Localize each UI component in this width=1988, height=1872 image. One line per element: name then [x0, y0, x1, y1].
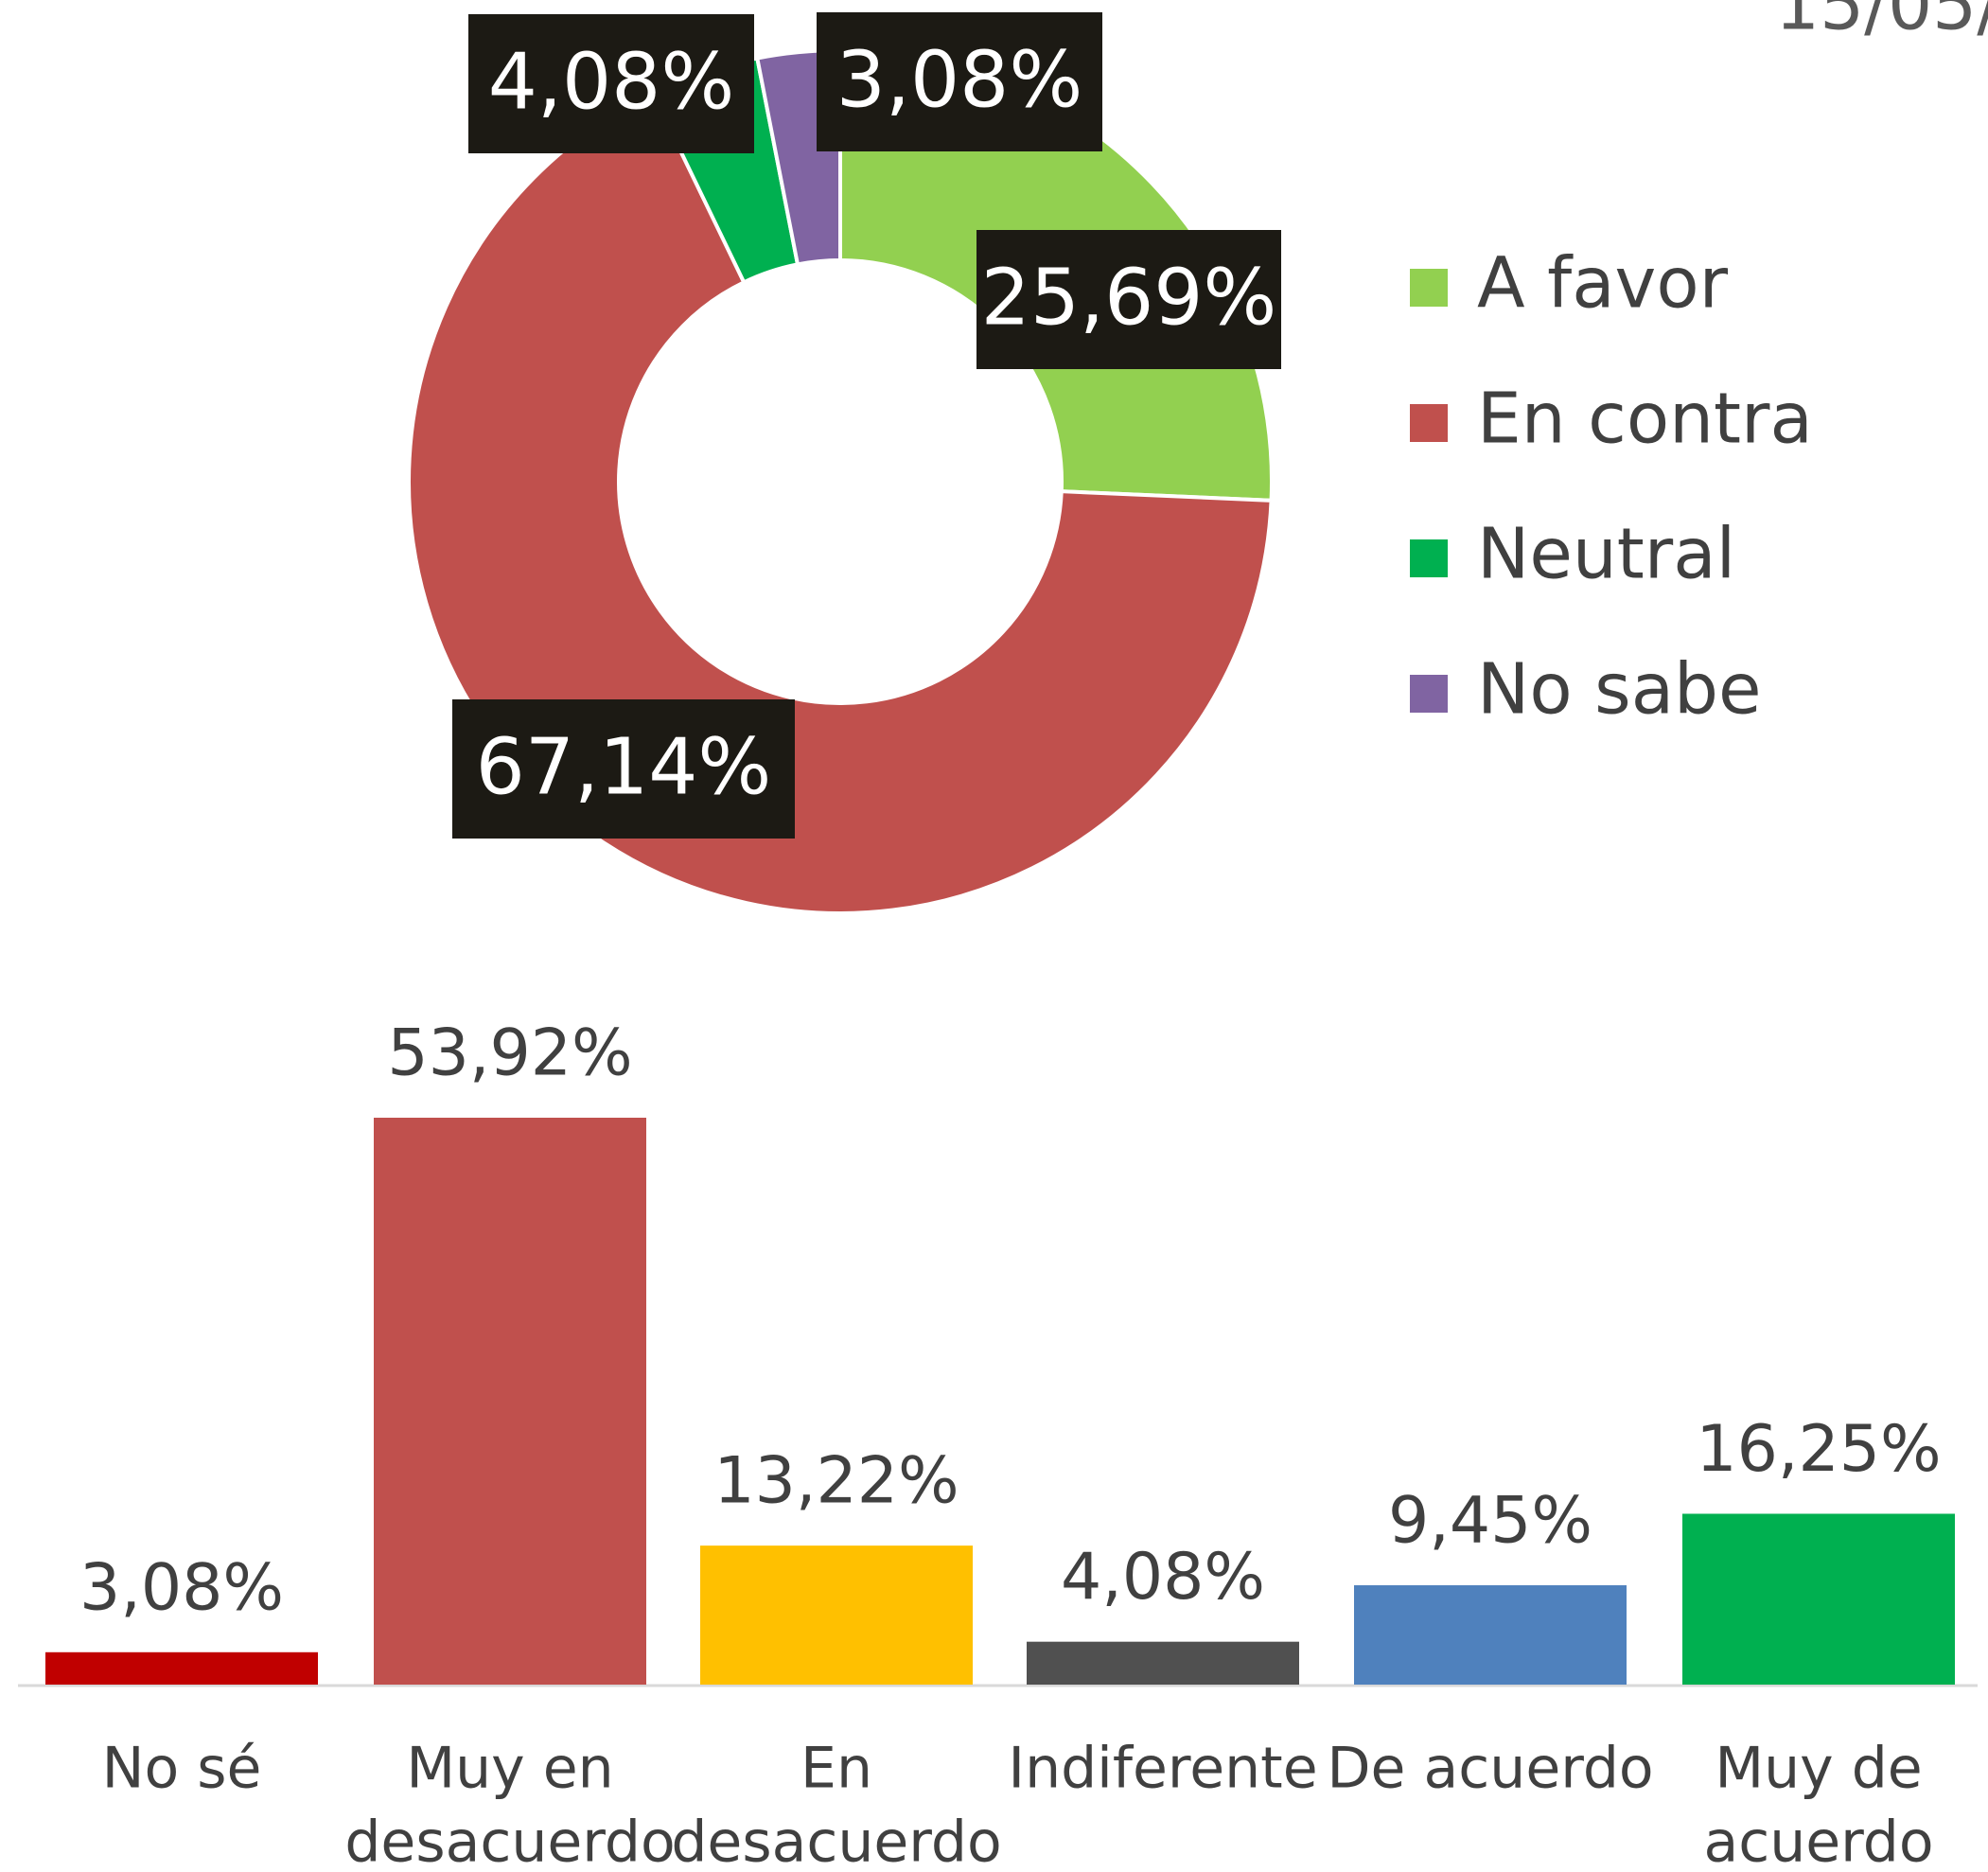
legend-label: No sabe — [1477, 649, 1762, 731]
bar — [1682, 1513, 1955, 1685]
legend-label: A favor — [1477, 243, 1729, 325]
label-box — [817, 12, 1102, 151]
x-tick-label: De acuerdo — [1327, 1736, 1653, 1802]
data-label: 3,08% — [79, 1550, 284, 1625]
bar — [700, 1545, 973, 1685]
legend-label: Neutral — [1477, 514, 1735, 595]
legend-swatch — [1410, 269, 1448, 307]
date-annotation: 15/05/2 — [1775, 0, 1988, 46]
bar — [45, 1651, 318, 1685]
label-box — [468, 14, 754, 153]
data-label: 9,45% — [1388, 1484, 1592, 1559]
data-label: 16,25% — [1696, 1412, 1941, 1487]
legend-label: En contra — [1477, 379, 1813, 460]
data-label: 67,14% — [476, 722, 772, 812]
legend-swatch — [1410, 675, 1448, 713]
x-tick-label: desacuerdo — [344, 1810, 675, 1872]
x-tick-label: acuerdo — [1703, 1810, 1933, 1872]
x-tick-label: Muy en — [406, 1736, 613, 1802]
data-label: 25,69% — [981, 253, 1277, 343]
bar — [1027, 1641, 1299, 1685]
data-label: 4,08% — [488, 37, 735, 127]
label-box — [976, 230, 1281, 369]
x-tick-label: No sé — [102, 1736, 262, 1802]
bar — [374, 1118, 646, 1685]
data-label: 53,92% — [387, 1016, 632, 1091]
bar — [1354, 1585, 1627, 1685]
data-label: 4,08% — [1061, 1540, 1265, 1615]
x-tick-label: En — [800, 1736, 872, 1802]
legend-swatch — [1410, 539, 1448, 577]
x-tick-label: Indiferente — [1008, 1736, 1317, 1802]
x-tick-label: desacuerdo — [671, 1810, 1001, 1872]
label-box — [452, 699, 795, 839]
data-label: 13,22% — [713, 1444, 959, 1519]
data-label: 3,08% — [836, 35, 1083, 125]
x-tick-label: Muy de — [1715, 1736, 1922, 1802]
legend-swatch — [1410, 404, 1448, 442]
